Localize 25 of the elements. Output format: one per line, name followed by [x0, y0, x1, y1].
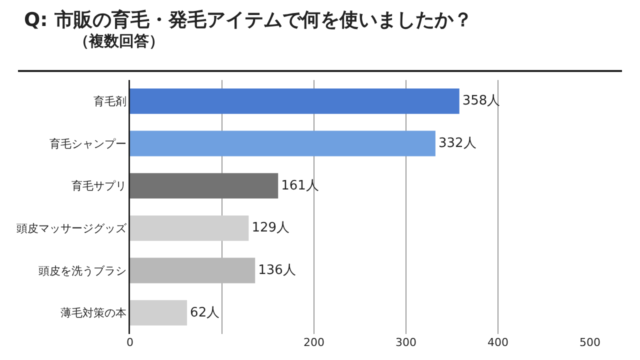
chart-subtitle: （複数回答）	[74, 32, 165, 50]
bar	[130, 173, 278, 199]
y-tick-label: 頭皮を洗うブラシ	[38, 264, 126, 278]
chart-title: Q: 市販の育毛・発毛アイテムで何を使いましたか？	[24, 8, 474, 32]
bar	[130, 215, 249, 241]
bar	[130, 258, 256, 284]
x-tick-label: 300	[396, 336, 416, 349]
y-tick-label: 育毛シャンプー	[49, 137, 126, 150]
x-tick-label: 500	[580, 336, 600, 349]
x-tick-label: 200	[304, 336, 324, 349]
y-tick-label: 薄毛対策の本	[60, 306, 126, 320]
data-label: 161人	[281, 178, 319, 194]
data-label: 332人	[438, 136, 476, 151]
data-label: 136人	[258, 263, 296, 278]
data-label: 62人	[190, 305, 220, 320]
x-tick-label: 0	[126, 336, 134, 349]
y-tick-label: 育毛剤	[93, 95, 126, 108]
bar	[130, 300, 188, 326]
y-tick-label: 育毛サプリ	[71, 180, 126, 193]
data-label: 358人	[462, 94, 500, 109]
data-label: 129人	[252, 220, 290, 236]
bar	[130, 130, 436, 156]
y-tick-label: 頭皮マッサージグッズ	[16, 222, 128, 236]
bar	[130, 88, 460, 114]
x-tick-label: 400	[488, 336, 508, 349]
